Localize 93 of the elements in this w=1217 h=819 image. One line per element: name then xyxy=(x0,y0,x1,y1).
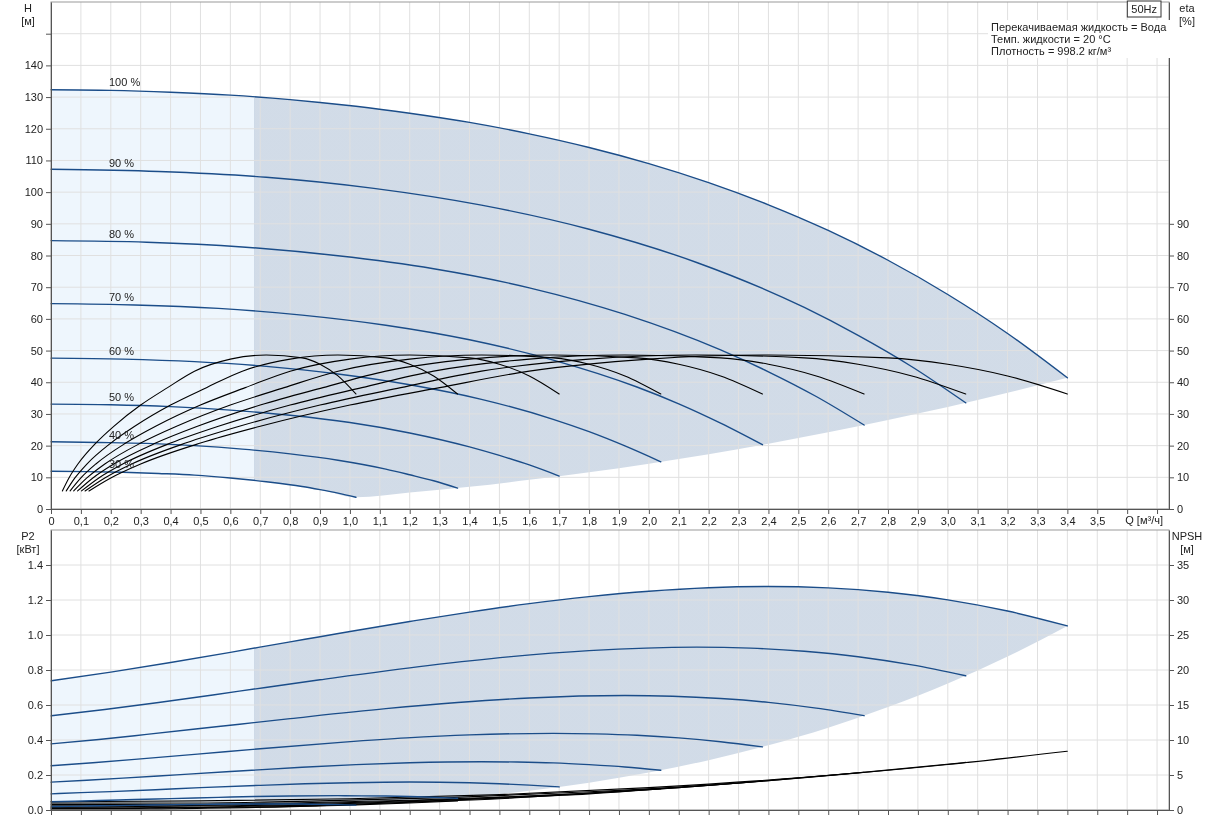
series-label: 70 % xyxy=(109,290,135,303)
y2-tick-label: 5 xyxy=(1177,769,1184,782)
series-label: 50 % xyxy=(109,390,135,403)
annotation: 50Hz xyxy=(1131,3,1157,15)
x-tick-label: 2,9 xyxy=(910,514,927,527)
x-tick-label: 2,6 xyxy=(821,514,837,527)
x-tick-label: 1,9 xyxy=(611,514,628,527)
x-tick-label: 3,2 xyxy=(1000,514,1016,527)
y2-tick-label: 0 xyxy=(1177,804,1184,817)
x-tick-label: 1,6 xyxy=(522,514,538,527)
y-tick-label: 120 xyxy=(24,122,43,135)
y-tick-label: 20 xyxy=(30,439,43,452)
x-tick-label: 2,5 xyxy=(791,514,807,527)
y-tick-label: 140 xyxy=(24,59,43,72)
y-tick-label: 1.2 xyxy=(27,594,43,607)
x-tick-label: 0,7 xyxy=(253,514,269,527)
x-tick-label: 0,3 xyxy=(133,514,149,527)
y2-tick-label: 70 xyxy=(1177,281,1190,294)
x-tick-label: 0,6 xyxy=(223,514,239,527)
annotation: Плотность = 998.2 кг/м³ xyxy=(991,45,1112,57)
x-tick-label: 1,0 xyxy=(342,514,359,527)
x-tick-label: 2,1 xyxy=(671,514,687,527)
y-tick-label: 70 xyxy=(30,281,43,294)
y-tick-label: 0 xyxy=(36,503,43,516)
x-tick-label: 0,8 xyxy=(283,514,299,527)
x-tick-label: 0,4 xyxy=(163,514,179,527)
x-tick-label: 1,5 xyxy=(492,514,508,527)
y2-tick-label: 60 xyxy=(1177,312,1190,325)
y2-axis-title: NPSH [м] xyxy=(1171,530,1203,555)
y-tick-label: 130 xyxy=(24,91,43,104)
x-axis-title: Q [м³/ч] xyxy=(1125,514,1163,526)
x-tick-label: 0,5 xyxy=(193,514,209,527)
x-tick-label: 1,4 xyxy=(462,514,478,527)
y-tick-label: 0.8 xyxy=(27,664,43,677)
x-tick-label: 2,3 xyxy=(731,514,747,527)
series-label: 100 % xyxy=(109,76,141,89)
x-tick-label: 2,2 xyxy=(701,514,717,527)
annotation: Темп. жидкости = 20 °C xyxy=(991,33,1111,45)
x-tick-label: 2,0 xyxy=(641,514,658,527)
x-tick-label: 3,1 xyxy=(970,514,986,527)
y2-tick-label: 25 xyxy=(1177,629,1190,642)
y-tick-label: 90 xyxy=(30,217,43,230)
y-tick-label: 0.2 xyxy=(27,769,43,782)
y2-tick-label: 80 xyxy=(1177,249,1190,262)
y2-tick-label: 0 xyxy=(1177,503,1184,516)
x-tick-label: 3,0 xyxy=(940,514,956,527)
y2-tick-label: 15 xyxy=(1177,699,1190,712)
series-label: 40 % xyxy=(109,428,135,441)
x-tick-label: 2,4 xyxy=(761,514,777,527)
y-tick-label: 0.6 xyxy=(27,699,43,712)
y2-tick-label: 10 xyxy=(1177,471,1190,484)
x-tick-label: 1,3 xyxy=(432,514,448,527)
x-tick-label: 0 xyxy=(48,514,55,527)
y-tick-label: 110 xyxy=(25,154,43,167)
y-tick-label: 1.4 xyxy=(27,559,43,572)
x-tick-label: 3,4 xyxy=(1060,514,1076,527)
y-tick-label: 10 xyxy=(30,471,43,484)
y2-tick-label: 50 xyxy=(1177,344,1190,357)
y2-tick-label: 20 xyxy=(1177,664,1190,677)
x-tick-label: 1,8 xyxy=(581,514,598,527)
y-tick-label: 50 xyxy=(30,344,43,357)
x-tick-label: 1,2 xyxy=(402,514,418,527)
y2-tick-label: 35 xyxy=(1177,559,1190,572)
y-axis-title: P2 [кВт] xyxy=(16,530,40,555)
y-tick-label: 30 xyxy=(30,407,43,420)
y2-axis-title: eta [%] xyxy=(1179,2,1196,27)
y2-tick-label: 40 xyxy=(1177,376,1190,389)
y-axis-title: H [м] xyxy=(21,2,35,27)
x-tick-label: 2,7 xyxy=(850,514,867,527)
series-label: 80 % xyxy=(109,227,135,240)
y2-tick-label: 20 xyxy=(1177,439,1190,452)
x-tick-label: 1,7 xyxy=(552,514,568,527)
y-tick-label: 0.4 xyxy=(27,734,43,747)
y-tick-label: 80 xyxy=(30,249,43,262)
y-tick-label: 0.0 xyxy=(27,804,43,817)
y-tick-label: 1.0 xyxy=(27,629,43,642)
series-label: 90 % xyxy=(109,156,135,169)
x-tick-label: 0,2 xyxy=(103,514,119,527)
y2-tick-label: 10 xyxy=(1177,734,1190,747)
x-tick-label: 0,9 xyxy=(312,514,329,527)
y-tick-label: 100 xyxy=(24,186,43,199)
x-tick-label: 0,1 xyxy=(73,514,90,527)
y2-tick-label: 30 xyxy=(1177,407,1190,420)
x-tick-label: 2,8 xyxy=(880,514,897,527)
x-tick-label: 1,1 xyxy=(372,514,388,527)
x-tick-label: 3,3 xyxy=(1030,514,1046,527)
annotation: Перекачиваемая жидкость = Вода xyxy=(991,21,1168,33)
y-tick-label: 60 xyxy=(30,312,43,325)
y-tick-label: 40 xyxy=(30,376,43,389)
series-label: 60 % xyxy=(109,344,135,357)
x-tick-label: 3,5 xyxy=(1090,514,1106,527)
y2-tick-label: 30 xyxy=(1177,594,1190,607)
y2-tick-label: 90 xyxy=(1177,217,1190,230)
